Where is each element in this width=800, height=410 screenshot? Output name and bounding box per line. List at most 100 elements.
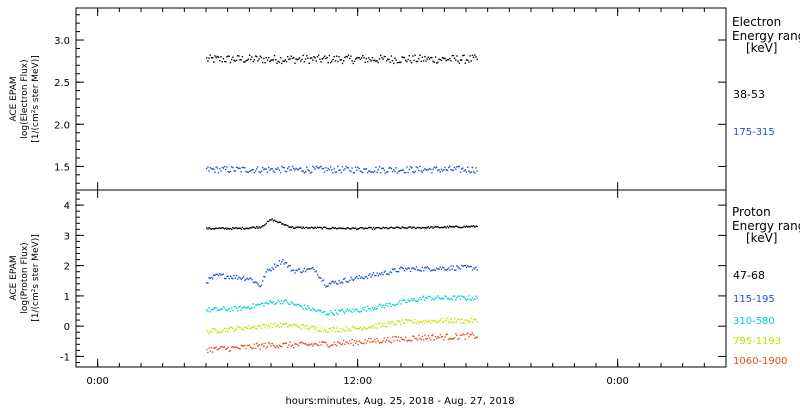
data-point: [433, 269, 435, 271]
data-point: [277, 346, 279, 349]
data-point: [458, 62, 460, 64]
data-point: [272, 268, 275, 270]
data-point: [207, 331, 209, 333]
data-point: [471, 332, 474, 334]
data-point: [258, 285, 260, 287]
proton-ylabel-line2: log(Proton Flux): [20, 242, 30, 313]
data-point: [341, 282, 344, 284]
data-point: [297, 268, 300, 270]
data-point: [220, 227, 222, 229]
data-point: [366, 327, 369, 330]
data-point: [302, 226, 304, 228]
data-point: [432, 297, 434, 300]
data-point: [387, 322, 389, 324]
data-point: [371, 341, 373, 343]
data-point: [476, 336, 478, 338]
data-point: [434, 225, 437, 228]
data-point: [450, 297, 452, 300]
data-point: [287, 346, 289, 349]
data-point: [355, 309, 357, 311]
data-point: [368, 226, 370, 229]
data-point: [313, 343, 315, 345]
data-point: [449, 165, 451, 168]
data-point: [431, 226, 433, 228]
data-point: [306, 344, 308, 346]
data-point: [217, 331, 220, 334]
data-point: [450, 265, 452, 267]
data-point: [462, 167, 464, 169]
data-point: [321, 280, 323, 282]
data-point: [325, 286, 327, 288]
data-point: [223, 346, 226, 348]
data-point: [250, 58, 252, 61]
data-point: [248, 227, 251, 229]
data-point: [471, 269, 474, 271]
data-point: [225, 227, 227, 229]
data-point: [246, 171, 248, 173]
electron-y-ticks: 1.52.02.53.0: [54, 14, 726, 184]
data-point: [388, 167, 390, 169]
data-point: [415, 166, 418, 168]
data-point: [420, 227, 422, 230]
data-point: [238, 306, 240, 308]
data-point: [253, 59, 256, 61]
data-point: [359, 226, 362, 229]
data-point: [257, 325, 259, 327]
data-point: [438, 321, 440, 323]
data-point: [413, 59, 415, 62]
data-point: [374, 327, 376, 329]
data-point: [464, 319, 466, 321]
data-point: [312, 165, 314, 168]
data-point: [475, 266, 477, 268]
data-point: [275, 220, 277, 222]
data-point: [278, 301, 281, 303]
data-point: [296, 226, 298, 228]
data-point: [248, 54, 251, 56]
data-point: [256, 282, 258, 284]
data-point: [241, 277, 244, 279]
data-point: [279, 303, 282, 305]
data-point: [241, 345, 244, 347]
data-point: [366, 305, 369, 308]
data-point: [247, 324, 250, 327]
data-point: [295, 226, 297, 229]
data-point: [394, 304, 396, 306]
data-point: [318, 167, 320, 169]
data-point: [418, 226, 420, 229]
data-point: [337, 330, 339, 332]
data-point: [322, 167, 325, 170]
data-point: [337, 227, 339, 230]
data-point: [395, 336, 397, 338]
data-point: [281, 261, 283, 263]
data-point: [233, 274, 235, 277]
data-point: [436, 62, 438, 64]
data-point: [385, 273, 388, 275]
data-point: [475, 318, 477, 320]
data-point: [275, 325, 277, 328]
data-point: [449, 225, 451, 228]
data-point: [340, 227, 343, 230]
data-point: [349, 228, 351, 230]
data-point: [475, 167, 477, 169]
data-point: [241, 55, 244, 58]
data-point: [338, 56, 340, 58]
data-point: [226, 328, 228, 330]
data-point: [256, 55, 258, 58]
data-point: [372, 272, 375, 274]
data-point: [283, 300, 285, 302]
proton-legend-unit: [keV]: [746, 231, 777, 245]
data-point: [229, 350, 232, 352]
data-point: [242, 345, 245, 347]
x-axis-ticks: 0:00 12:00 0:00: [75, 8, 727, 387]
data-point: [333, 56, 335, 58]
data-point: [390, 226, 393, 228]
data-point: [385, 339, 388, 341]
data-point: [254, 55, 257, 57]
data-point: [446, 297, 449, 300]
data-point: [206, 282, 208, 284]
data-point: [344, 56, 346, 59]
data-point: [474, 298, 476, 300]
data-point: [321, 327, 323, 329]
data-point: [396, 303, 399, 305]
data-point: [359, 58, 362, 61]
